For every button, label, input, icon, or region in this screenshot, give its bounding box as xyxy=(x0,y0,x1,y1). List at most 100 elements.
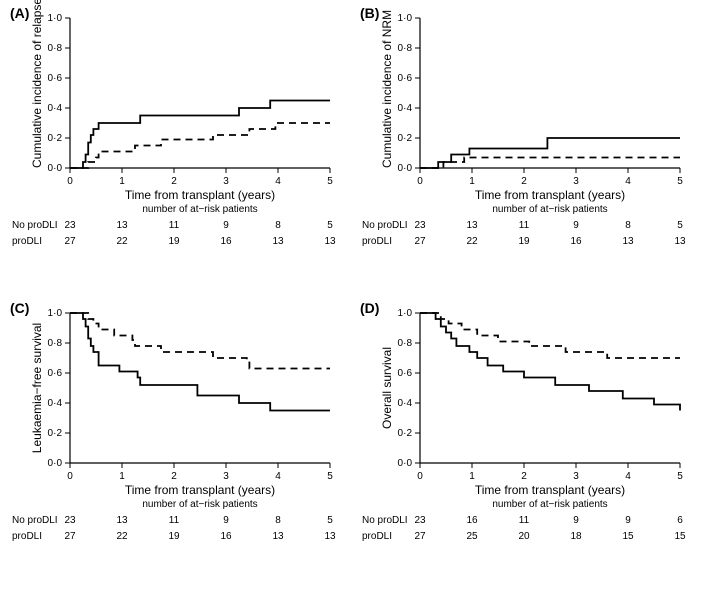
svg-text:1: 1 xyxy=(119,176,125,187)
risk-value-D-0-4: 9 xyxy=(613,515,643,526)
risk-title-A: number of at−risk patients xyxy=(130,204,270,215)
risk-value-C-0-2: 11 xyxy=(159,515,189,526)
svg-text:1: 1 xyxy=(119,471,125,482)
risk-value-A-1-1: 22 xyxy=(107,236,137,247)
svg-text:0·2: 0·2 xyxy=(398,428,413,439)
svg-text:5: 5 xyxy=(677,176,683,187)
risk-value-A-1-5: 13 xyxy=(315,236,345,247)
svg-text:5: 5 xyxy=(677,471,683,482)
risk-value-C-0-5: 5 xyxy=(315,515,345,526)
panel-label-C: (C) xyxy=(10,300,29,316)
risk-value-B-0-4: 8 xyxy=(613,220,643,231)
risk-value-C-1-0: 27 xyxy=(55,531,85,542)
risk-value-C-1-1: 22 xyxy=(107,531,137,542)
risk-value-D-1-0: 27 xyxy=(405,531,435,542)
series-D-proDLI xyxy=(420,313,680,358)
panel-label-A: (A) xyxy=(10,5,29,21)
risk-title-D: number of at−risk patients xyxy=(480,499,620,510)
xlabel-B: Time from transplant (years) xyxy=(465,188,635,202)
series-A-proDLI xyxy=(70,123,330,168)
panel-label-B: (B) xyxy=(360,5,379,21)
svg-text:0·6: 0·6 xyxy=(48,73,63,84)
series-C-proDLI xyxy=(70,313,330,369)
panel-chart-C: 0123450·00·20·40·60·81·0 xyxy=(0,0,703,600)
svg-text:3: 3 xyxy=(573,471,579,482)
svg-text:0·2: 0·2 xyxy=(48,428,63,439)
risk-value-D-1-4: 15 xyxy=(613,531,643,542)
risk-value-D-1-3: 18 xyxy=(561,531,591,542)
panel-chart-D: 0123450·00·20·40·60·81·0 xyxy=(0,0,703,600)
series-A-No-proDLI xyxy=(70,101,330,169)
risk-value-B-1-2: 19 xyxy=(509,236,539,247)
svg-text:0·0: 0·0 xyxy=(398,458,413,469)
svg-text:1: 1 xyxy=(469,176,475,187)
risk-value-B-0-0: 23 xyxy=(405,220,435,231)
svg-text:5: 5 xyxy=(327,471,333,482)
risk-value-D-0-0: 23 xyxy=(405,515,435,526)
svg-text:2: 2 xyxy=(171,471,177,482)
risk-value-A-0-3: 9 xyxy=(211,220,241,231)
svg-text:0·4: 0·4 xyxy=(48,398,63,409)
ylabel-B: Cumulative incidence of NRM xyxy=(380,18,394,168)
svg-text:0·8: 0·8 xyxy=(48,338,63,349)
svg-text:0·0: 0·0 xyxy=(398,163,413,174)
svg-text:1·0: 1·0 xyxy=(48,308,63,319)
ylabel-A: Cumulative incidence of relapse xyxy=(30,18,44,168)
risk-value-A-1-3: 16 xyxy=(211,236,241,247)
svg-text:0·2: 0·2 xyxy=(398,133,413,144)
xlabel-D: Time from transplant (years) xyxy=(465,483,635,497)
svg-text:0·4: 0·4 xyxy=(48,103,63,114)
svg-text:0·2: 0·2 xyxy=(48,133,63,144)
svg-text:4: 4 xyxy=(625,176,631,187)
svg-text:0·8: 0·8 xyxy=(398,43,413,54)
risk-value-C-1-4: 13 xyxy=(263,531,293,542)
svg-text:2: 2 xyxy=(521,176,527,187)
svg-text:1·0: 1·0 xyxy=(48,13,63,24)
risk-value-D-1-1: 25 xyxy=(457,531,487,542)
risk-value-A-0-4: 8 xyxy=(263,220,293,231)
svg-text:2: 2 xyxy=(171,176,177,187)
svg-text:0·0: 0·0 xyxy=(48,163,63,174)
risk-value-A-0-1: 13 xyxy=(107,220,137,231)
series-B-No-proDLI xyxy=(420,138,680,168)
panel-chart-A: 0123450·00·20·40·60·81·0 xyxy=(0,0,703,600)
risk-value-D-0-2: 11 xyxy=(509,515,539,526)
svg-text:1: 1 xyxy=(469,471,475,482)
risk-value-D-1-2: 20 xyxy=(509,531,539,542)
svg-text:0·4: 0·4 xyxy=(398,398,413,409)
svg-text:2: 2 xyxy=(521,471,527,482)
ylabel-D: Overall survival xyxy=(380,313,394,463)
risk-value-C-1-2: 19 xyxy=(159,531,189,542)
risk-value-D-1-5: 15 xyxy=(665,531,695,542)
risk-value-D-0-1: 16 xyxy=(457,515,487,526)
svg-text:0·8: 0·8 xyxy=(48,43,63,54)
risk-value-A-1-4: 13 xyxy=(263,236,293,247)
svg-text:4: 4 xyxy=(275,471,281,482)
svg-text:0·4: 0·4 xyxy=(398,103,413,114)
risk-title-C: number of at−risk patients xyxy=(130,499,270,510)
svg-text:0·6: 0·6 xyxy=(48,368,63,379)
xlabel-C: Time from transplant (years) xyxy=(115,483,285,497)
risk-value-B-0-2: 11 xyxy=(509,220,539,231)
risk-value-A-0-2: 11 xyxy=(159,220,189,231)
svg-text:3: 3 xyxy=(223,176,229,187)
risk-title-B: number of at−risk patients xyxy=(480,204,620,215)
risk-value-B-0-1: 13 xyxy=(457,220,487,231)
risk-value-B-1-5: 13 xyxy=(665,236,695,247)
svg-text:0·6: 0·6 xyxy=(398,73,413,84)
svg-text:4: 4 xyxy=(625,471,631,482)
svg-text:0·0: 0·0 xyxy=(48,458,63,469)
panel-label-D: (D) xyxy=(360,300,379,316)
risk-value-B-1-0: 27 xyxy=(405,236,435,247)
series-D-No-proDLI xyxy=(420,313,680,411)
risk-value-B-1-3: 16 xyxy=(561,236,591,247)
svg-text:0: 0 xyxy=(67,176,73,187)
svg-text:1·0: 1·0 xyxy=(398,308,413,319)
ylabel-C: Leukaemia−free survival xyxy=(30,313,44,463)
risk-value-C-1-5: 13 xyxy=(315,531,345,542)
svg-text:0·6: 0·6 xyxy=(398,368,413,379)
svg-text:0: 0 xyxy=(67,471,73,482)
svg-text:3: 3 xyxy=(223,471,229,482)
svg-text:0·8: 0·8 xyxy=(398,338,413,349)
risk-value-A-0-0: 23 xyxy=(55,220,85,231)
